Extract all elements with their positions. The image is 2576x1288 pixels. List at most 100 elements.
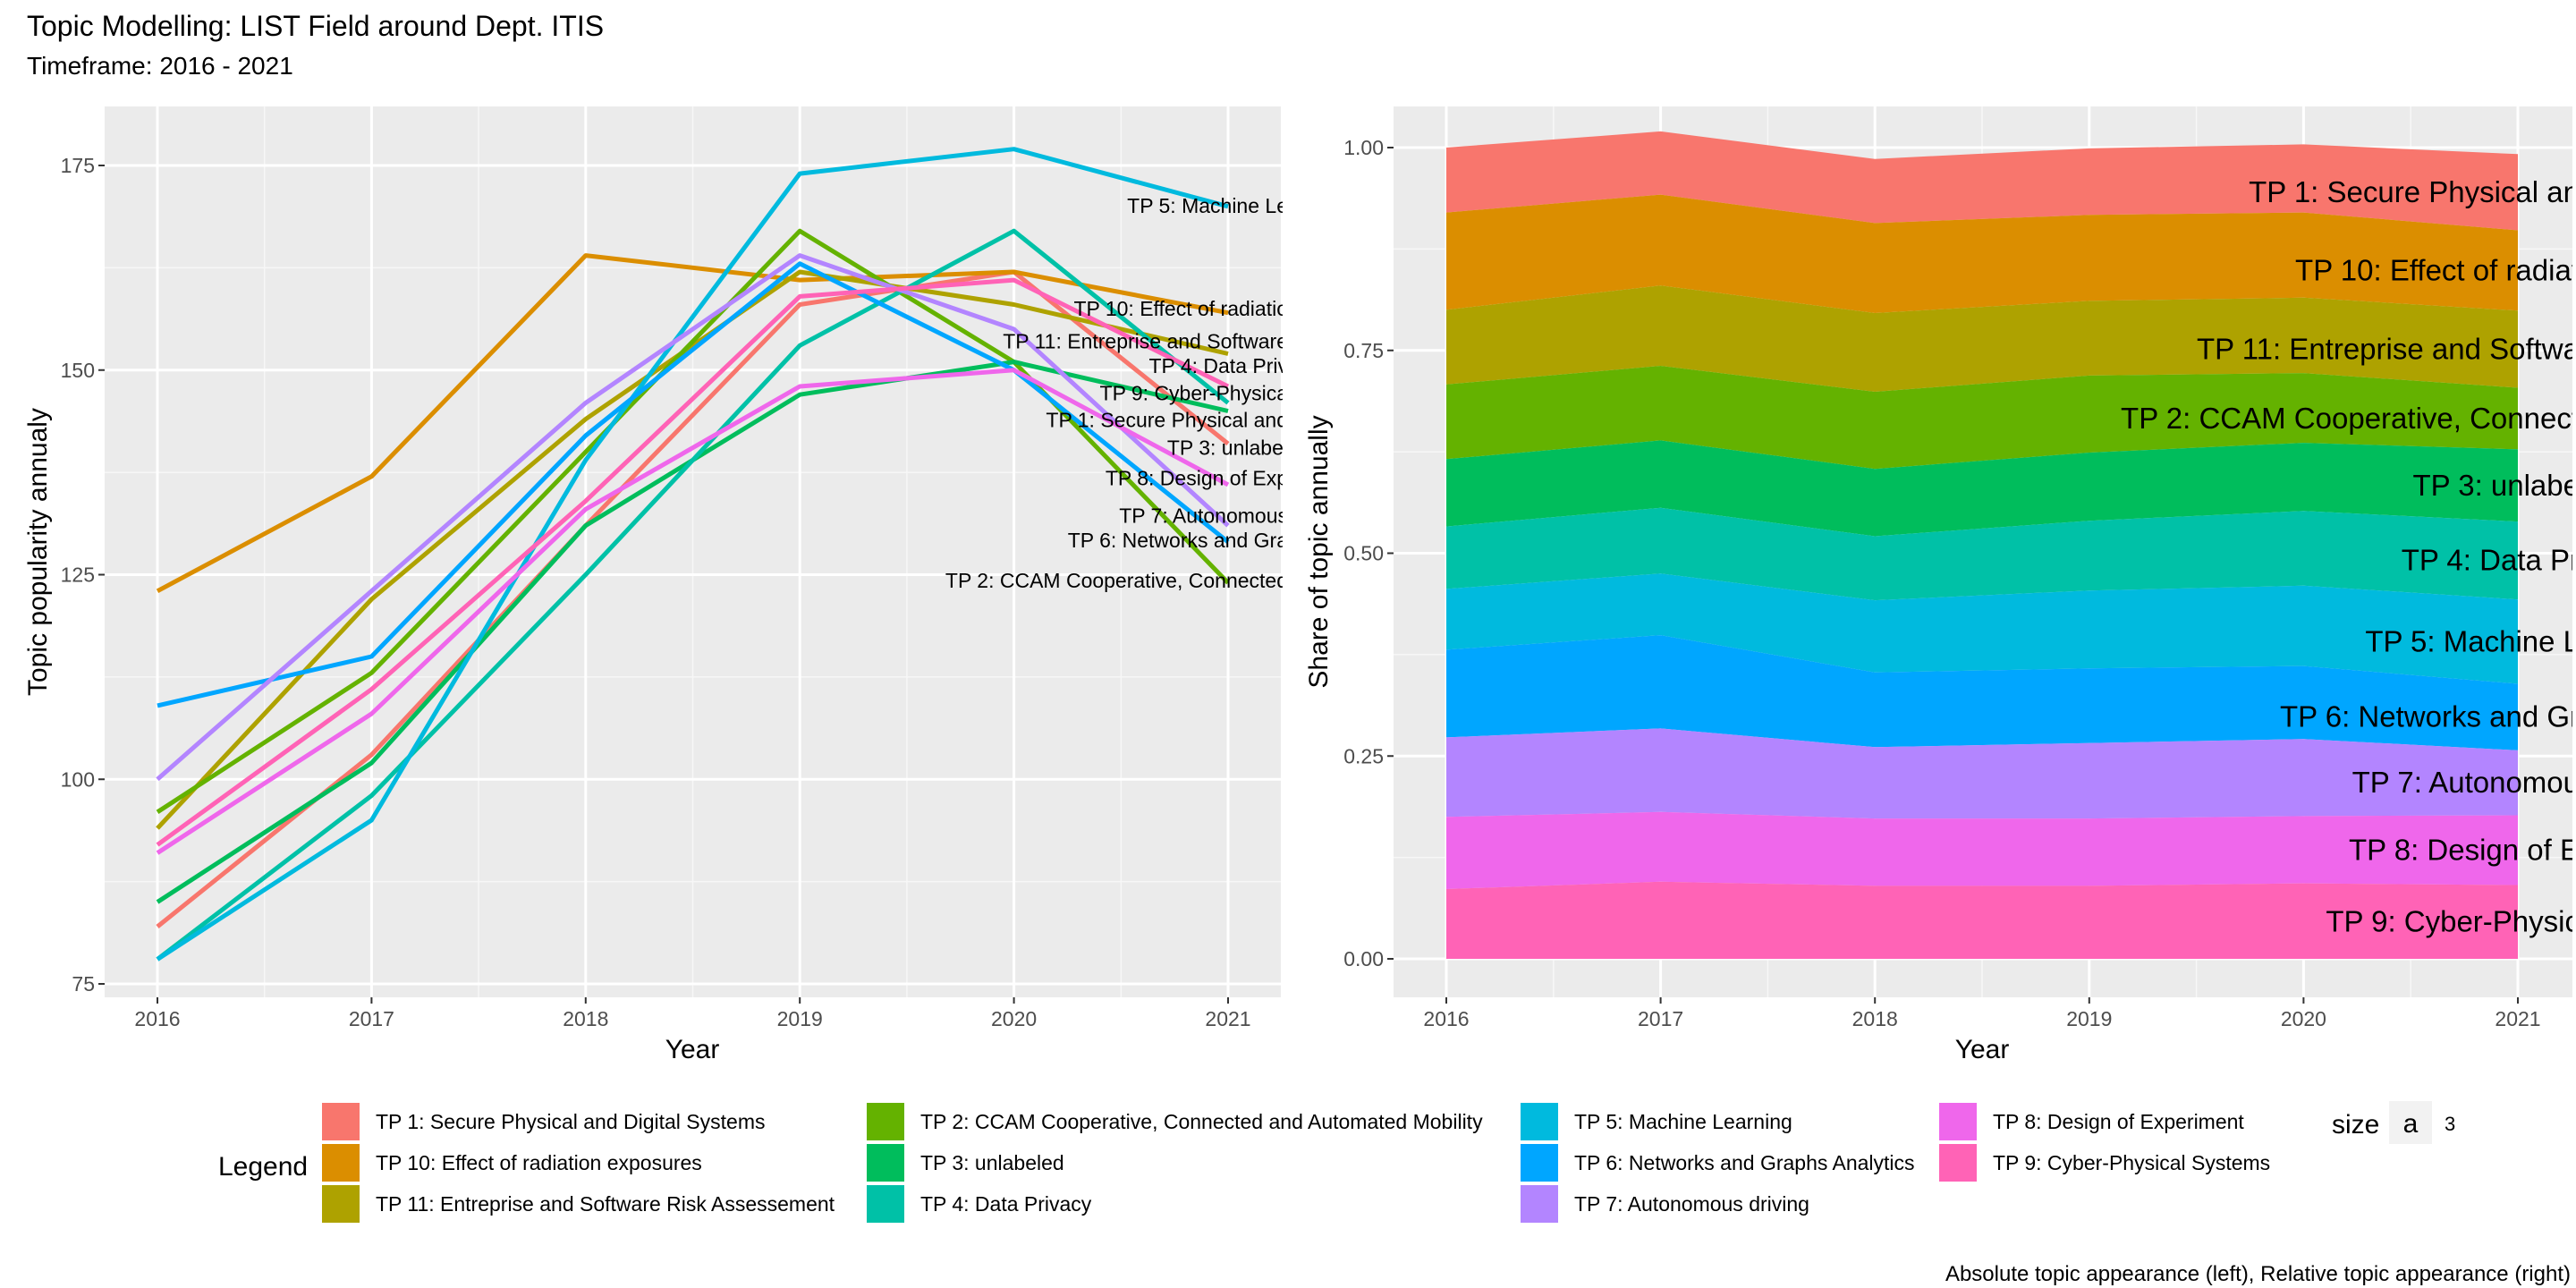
legend-swatch-tp3 — [867, 1144, 904, 1182]
area-tp-5 — [1446, 573, 2518, 684]
legend-swatch-tp2 — [867, 1103, 904, 1140]
area-tp-9 — [1446, 881, 2518, 959]
series-line-tp-9 — [156, 277, 1230, 847]
left-y-tick-label: 175 — [61, 154, 95, 177]
right-y-tick-label: 0.00 — [1343, 947, 1384, 970]
legend-swatch-tp11 — [322, 1185, 360, 1223]
area-label-tp-4: TP 4: Data Pr — [2402, 544, 2576, 577]
right-y-axis-title: Share of topic annually — [1304, 415, 1334, 688]
series-line-tp-10 — [156, 253, 1229, 594]
area-label-tp-9: TP 9: Cyber-Physic — [2326, 905, 2576, 938]
right-x-axis-title: Year — [1955, 1035, 2010, 1064]
left-y-tick-label: 150 — [61, 359, 95, 382]
area-tp-8 — [1446, 811, 2518, 889]
legend-label-tp2: TP 2: CCAM Cooperative, Connected and Au… — [920, 1110, 1483, 1133]
area-label-tp-1: TP 1: Secure Physical an — [2249, 175, 2576, 208]
end-label-tp-2: TP 2: CCAM Cooperative, Connected — [945, 569, 1288, 592]
left-end-labels: TP 5: Machine Le TP 10: Effect of radiati… — [945, 194, 1288, 592]
legend-swatch-tp9 — [1939, 1144, 1977, 1182]
legend-label-tp8: TP 8: Design of Experiment — [1993, 1110, 2244, 1133]
legend-swatch-tp4 — [867, 1185, 904, 1223]
legend-label-tp4: TP 4: Data Privacy — [920, 1192, 1092, 1216]
area-label-tp-2: TP 2: CCAM Cooperative, Connect — [2121, 402, 2576, 435]
left-line-chart: TP 5: Machine Le TP 10: Effect of radiati… — [23, 106, 1288, 1064]
end-label-tp-11: TP 11: Entreprise and Software — [1003, 330, 1288, 353]
chart-subtitle: Timeframe: 2016 - 2021 — [27, 52, 293, 80]
right-x-tick-label: 2017 — [1638, 1007, 1683, 1030]
legend-size-title: size — [2332, 1110, 2379, 1140]
series-line-tp-8 — [156, 368, 1230, 855]
left-x-tick-label: 2016 — [134, 1007, 180, 1030]
series-line-tp-6 — [157, 261, 1230, 708]
area-tp-3 — [1446, 440, 2518, 537]
legend-label-tp5: TP 5: Machine Learning — [1574, 1110, 1792, 1133]
right-y-tick-label: 0.75 — [1343, 339, 1384, 362]
legend-swatch-tp6 — [1521, 1144, 1558, 1182]
right-x-tick-label: 2020 — [2281, 1007, 2326, 1030]
area-label-tp-10: TP 10: Effect of radiat — [2295, 253, 2576, 286]
area-tp-7 — [1446, 728, 2518, 819]
right-y-tick-label: 1.00 — [1343, 136, 1384, 159]
right-inline-labels: TP 1: Secure Physical an TP 10: Effect of… — [2121, 175, 2576, 938]
series-line-tp-11 — [156, 269, 1229, 830]
legend-label-tp3: TP 3: unlabeled — [920, 1151, 1064, 1174]
legend-size-value: 3 — [2445, 1113, 2455, 1135]
right-area-chart: TP 1: Secure Physical an TP 10: Effect of… — [1304, 106, 2576, 1064]
area-label-tp-3: TP 3: unlabe — [2412, 469, 2576, 502]
left-x-tick-label: 2020 — [991, 1007, 1037, 1030]
legend-label-tp1: TP 1: Secure Physical and Digital System… — [376, 1110, 765, 1133]
legend-title: Legend — [218, 1152, 308, 1182]
right-y-tick-label: 0.25 — [1343, 744, 1384, 767]
legend-label-tp11: TP 11: Entreprise and Software Risk Asse… — [376, 1192, 835, 1216]
left-y-axis-title: Topic popularity annualy — [23, 408, 53, 696]
right-x-tick-label: 2021 — [2495, 1007, 2540, 1030]
right-x-tick-label: 2019 — [2066, 1007, 2112, 1030]
end-label-tp-3: TP 3: unlabel — [1167, 436, 1288, 460]
area-label-tp-11: TP 11: Entreprise and Softwa — [2197, 332, 2576, 365]
chart-title: Topic Modelling: LIST Field around Dept.… — [27, 10, 604, 42]
left-x-tick-label: 2019 — [777, 1007, 823, 1030]
left-y-tick-label: 125 — [61, 564, 95, 587]
series-line-tp-4 — [156, 228, 1230, 962]
area-tp-6 — [1446, 635, 2518, 750]
area-label-tp-7: TP 7: Autonomou — [2352, 766, 2576, 799]
legend-size-key-box — [2389, 1101, 2432, 1144]
right-x-tick-label: 2018 — [1852, 1007, 1898, 1030]
series-line-tp-7 — [156, 253, 1230, 782]
end-label-tp-6: TP 6: Networks and Gra — [1068, 529, 1288, 552]
area-label-tp-5: TP 5: Machine L — [2365, 624, 2576, 657]
end-label-tp-7: TP 7: Autonomous — [1119, 504, 1288, 528]
right-x-tick-label: 2016 — [1423, 1007, 1469, 1030]
legend-swatch-tp8 — [1939, 1103, 1977, 1140]
area-tp-11 — [1446, 285, 2518, 392]
left-series-lines — [156, 147, 1230, 962]
left-x-tick-label: 2021 — [1205, 1007, 1250, 1030]
legend-swatch-tp5 — [1521, 1103, 1558, 1140]
area-label-tp-8: TP 8: Design of E — [2349, 833, 2576, 866]
legend-swatch-tp7 — [1521, 1185, 1558, 1223]
right-y-tick-label: 0.50 — [1343, 542, 1384, 565]
series-line-tp-5 — [156, 147, 1229, 962]
left-gridlines — [105, 106, 1281, 997]
series-line-tp-1 — [156, 269, 1230, 928]
left-x-tick-label: 2017 — [349, 1007, 394, 1030]
end-label-tp-8: TP 8: Design of Exp — [1106, 467, 1288, 490]
legend: Legend TP 1: Secure Physical and Digital… — [218, 1101, 2455, 1223]
legend-label-tp6: TP 6: Networks and Graphs Analytics — [1574, 1151, 1915, 1174]
end-label-tp-4: TP 4: Data Priv — [1148, 354, 1288, 377]
area-tp-2 — [1446, 366, 2518, 470]
left-y-tick-label: 75 — [72, 972, 95, 996]
legend-swatch-tp1 — [322, 1103, 360, 1140]
left-x-tick-label: 2018 — [563, 1007, 608, 1030]
end-label-tp-5: TP 5: Machine Le — [1127, 194, 1288, 217]
right-axes: 0.00 0.25 0.50 0.75 1.00 2016 2017 2018 2019 2020… — [1343, 136, 2540, 1030]
legend-size-key: a — [2403, 1109, 2419, 1139]
legend-label-tp7: TP 7: Autonomous driving — [1574, 1192, 1809, 1216]
legend-label-tp9: TP 9: Cyber-Physical Systems — [1993, 1151, 2270, 1174]
left-x-axis-title: Year — [665, 1035, 720, 1064]
area-tp-4 — [1446, 507, 2518, 601]
right-stacked-areas — [1446, 131, 2518, 959]
end-label-tp-10: TP 10: Effect of radiatio — [1073, 297, 1288, 320]
area-tp-1 — [1446, 131, 2518, 231]
